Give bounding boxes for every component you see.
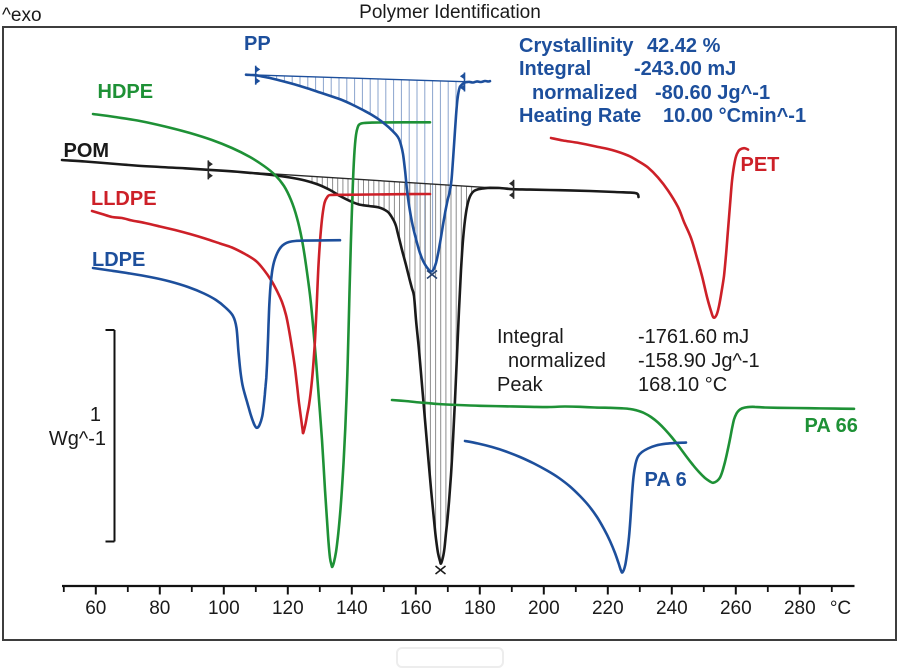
exo-direction-label: ^exo [2,5,42,26]
x-tick-label: 140 [335,598,368,619]
marker-arrow [459,73,465,80]
curve-label-hdpe: HDPE [97,81,154,103]
marker-arrow [508,191,514,199]
chart-title: Polymer Identification [359,2,541,23]
x-axis-unit-label: °C [829,598,852,619]
result-value: -80.60 Jg^-1 [655,81,771,104]
result-value: -158.90 Jg^-1 [638,349,760,372]
peak-x-stroke [426,269,438,280]
integration-pom [208,169,514,563]
marker-arrow [255,77,261,85]
integration-limit-marker [508,179,515,199]
x-tick-label: 60 [85,598,107,619]
peak-x-marker [426,269,438,280]
curve-pa66 [390,398,856,485]
plot-area-border [2,26,897,641]
result-row: Crystallinity 42.42 % [519,35,806,58]
integration-pp [245,74,465,271]
result-value: 168.10 °C [638,373,728,396]
scale-bar-unit: Wg^-1 [48,428,106,450]
curve-pet [549,136,750,319]
marker-arrow [208,172,213,179]
curve-ldpe [91,238,342,430]
result-label: normalized [508,349,606,372]
curve-pa6 [463,439,688,574]
scale-bar-value: 1 [89,404,101,426]
result-value: 10.00 °Cmin^-1 [663,105,807,128]
marker-arrow [255,66,261,73]
x-tick-label: 100 [207,598,240,619]
result-row: Heating Rate 10.00 °Cmin^-1 [519,105,806,128]
curve-pom [60,158,640,565]
result-label: Integral [519,58,592,81]
result-row: Peak 168.10 °C [497,374,760,398]
curve-label-pet: PET [740,154,780,176]
curve-label-pa66: PA 66 [804,415,858,437]
x-axis [62,584,855,595]
result-row: Integral -1761.60 mJ [497,326,760,350]
result-label: Heating Rate [519,105,642,128]
x-tick-label: 160 [399,598,432,619]
marker-arrow [459,84,465,91]
result-label: Crystallinity [519,35,634,57]
result-value: -1761.60 mJ [638,326,750,348]
marker-arrow [508,180,514,187]
x-tick-label: 280 [783,598,816,619]
result-value: -243.00 mJ [634,58,737,81]
x-tick-label: 180 [463,598,496,619]
x-tick-label: 240 [655,598,688,619]
result-row: normalized -80.60 Jg^-1 [519,82,806,105]
x-tick-label: 120 [271,598,304,619]
x-tick-label: 200 [527,598,560,619]
curve-label-lldpe: LLDPE [91,187,157,210]
marker-arrow [208,160,213,168]
curve-label-ldpe: LDPE [92,249,146,271]
x-tick-label: 220 [591,598,624,619]
curve-lldpe [90,192,432,435]
faded-button[interactable] [396,647,504,668]
integration-limit-marker [459,72,466,92]
peak-x-marker [435,565,446,575]
x-tick-label: 260 [719,598,752,619]
result-label: Integral [497,326,564,348]
curve-hdpe [91,112,432,569]
integration-limit-marker [207,160,213,180]
peak-x-stroke [435,565,446,575]
result-label: normalized [532,81,638,104]
curve-pp [244,73,492,273]
result-value: 42.42 % [647,35,721,57]
curve-label-pp: PP [244,33,271,55]
integration-baseline [245,74,465,83]
result-row: Integral -243.00 mJ [519,58,806,81]
curve-label-pa6: PA 6 [644,468,687,491]
result-row: normalized -158.90 Jg^-1 [497,350,760,374]
pom-integration-results: Integral -1761.60 mJ normalized -158.90 Jg… [497,326,760,397]
pp-integration-results: Crystallinity 42.42 % Integral -243.00 mJ … [519,35,806,129]
curve-label-pom: POM [63,139,110,162]
x-tick-label: 80 [149,598,171,619]
result-label: Peak [497,373,543,396]
integration-limit-marker [254,65,261,85]
y-scale-bracket [105,329,116,543]
